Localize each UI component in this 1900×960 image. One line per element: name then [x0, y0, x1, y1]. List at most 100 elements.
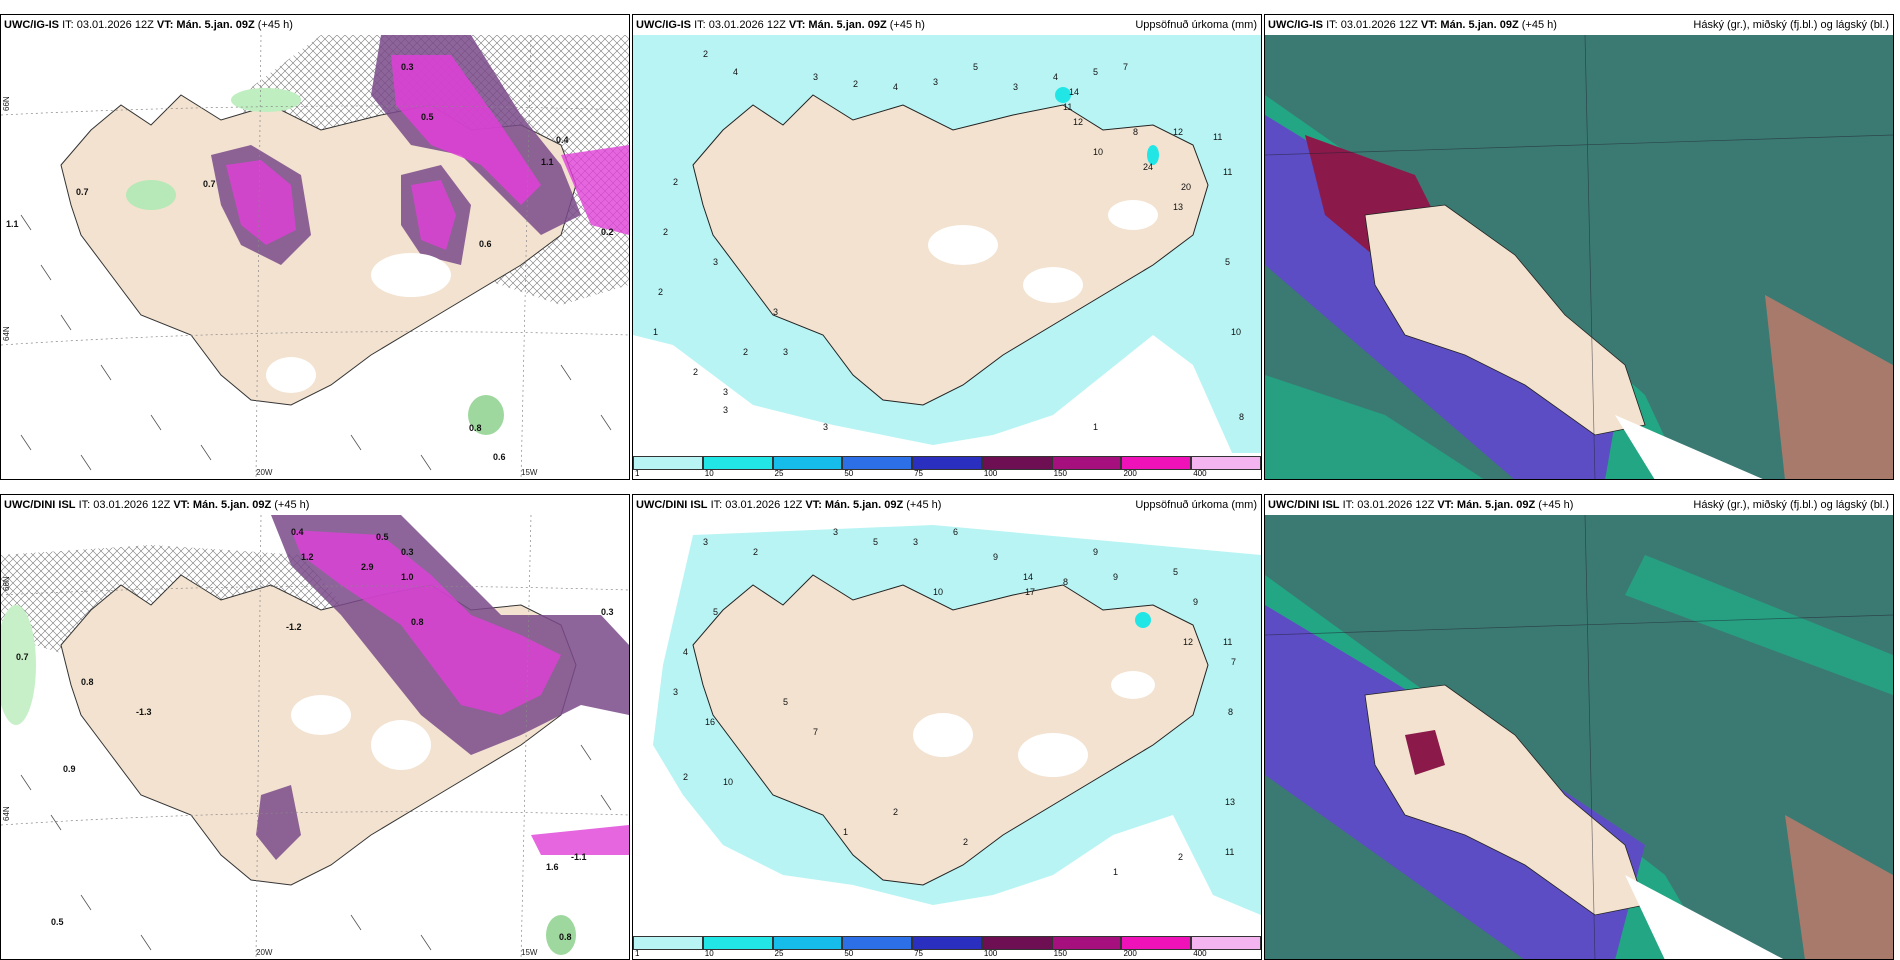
svg-text:12: 12	[1073, 117, 1083, 127]
model-label: UWC/DINI ISL	[4, 499, 76, 511]
svg-text:3: 3	[833, 527, 838, 537]
svg-text:4: 4	[1053, 72, 1058, 82]
svg-text:1.6: 1.6	[546, 862, 559, 872]
panel-title: Uppsöfnuð úrkoma (mm)	[1135, 499, 1257, 511]
svg-text:3: 3	[723, 387, 728, 397]
colorbar-swatch	[633, 936, 703, 950]
svg-text:3: 3	[673, 687, 678, 697]
svg-text:7: 7	[1123, 62, 1128, 72]
panel-title: Uppsöfnuð úrkoma (mm)	[1135, 19, 1257, 31]
lead-label: (+45 h)	[889, 19, 925, 31]
svg-text:8: 8	[1239, 412, 1244, 422]
precip-svg: 2 4 3 2 4 3 5 3 4 5 7 11 14 12 10 8 12 1…	[633, 35, 1261, 455]
colorbar: 1 10 25 50 75 100 150 200 400	[633, 453, 1261, 479]
svg-text:1.1: 1.1	[541, 157, 554, 167]
colorbar-tick: 1	[635, 469, 640, 478]
colorbar-tick: 50	[844, 469, 854, 478]
colorbar-tick: 200	[1123, 949, 1137, 958]
svg-text:3: 3	[713, 257, 718, 267]
cloud-svg	[1265, 35, 1893, 479]
colorbar-tick: 100	[983, 469, 998, 478]
svg-text:1: 1	[1093, 422, 1098, 432]
svg-text:1: 1	[653, 327, 658, 337]
it-label: IT: 03.01.2026 12Z	[78, 499, 171, 511]
colorbar-tick: 400	[1193, 469, 1207, 478]
svg-text:10: 10	[1231, 327, 1241, 337]
svg-text:4: 4	[893, 82, 898, 92]
svg-text:2: 2	[853, 79, 858, 89]
cloud-map[interactable]	[1265, 35, 1893, 479]
svg-text:64N: 64N	[2, 806, 11, 821]
svg-text:5: 5	[783, 697, 788, 707]
svg-text:2: 2	[743, 347, 748, 357]
cloud-map[interactable]	[1265, 515, 1893, 959]
colorbar-swatch	[1051, 456, 1122, 470]
lon-15-label: 15W	[521, 468, 538, 477]
svg-text:15W: 15W	[521, 948, 538, 957]
colorbar-swatch	[1191, 936, 1261, 950]
colorbar-tick: 10	[704, 469, 714, 478]
svg-text:13: 13	[1225, 797, 1235, 807]
colorbar-tick: 100	[983, 949, 998, 958]
iceland-landmass	[1364, 204, 1646, 436]
svg-text:1.2: 1.2	[301, 552, 314, 562]
colorbar-swatch	[842, 456, 913, 470]
it-label: IT: 03.01.2026 12Z	[710, 499, 803, 511]
colorbar: 1 10 25 50 75 100 150 200 400	[633, 933, 1261, 959]
svg-text:3: 3	[813, 72, 818, 82]
colorbar-swatch	[842, 936, 913, 950]
colorbar-tick: 150	[1053, 949, 1068, 958]
precip-map[interactable]: 3 2 3 5 3 6 9 14 17 10 8 9 9 5 9 11 12 7…	[633, 515, 1261, 935]
svg-text:11: 11	[1213, 132, 1222, 142]
svg-text:1: 1	[1113, 867, 1118, 877]
colorbar-tick: 200	[1123, 469, 1137, 478]
vt-label: VT: Mán. 5.jan. 09Z	[1437, 499, 1536, 511]
wind-snow-map[interactable]: 20W 15W 66N 64N 0.4 1.2 2.9 0.3 0.5 1.0 …	[1, 515, 629, 959]
panel-header: UWC/DINI ISL IT: 03.01.2026 12Z VT: Mán.…	[633, 495, 1261, 515]
panel-header: UWC/DINI ISL IT: 03.01.2026 12Z VT: Mán.…	[1, 495, 629, 515]
precip-map[interactable]: 2 4 3 2 4 3 5 3 4 5 7 11 14 12 10 8 12 1…	[633, 35, 1261, 455]
wind-snow-map[interactable]: 20W 15W 66N 64N 0.7 1.1 0.7 0.8 0.6 0.3 …	[1, 35, 629, 479]
panel-top-middle: UWC/IG-IS IT: 03.01.2026 12Z VT: Mán. 5.…	[632, 14, 1262, 480]
panel-bottom-left: UWC/DINI ISL IT: 03.01.2026 12Z VT: Mán.…	[0, 494, 630, 960]
colorbar-swatch	[981, 456, 1052, 470]
lead-label: (+45 h)	[906, 499, 942, 511]
svg-text:0.9: 0.9	[63, 764, 76, 774]
panel-top-right: UWC/IG-IS IT: 03.01.2026 12Z VT: Mán. 5.…	[1264, 14, 1894, 480]
colorbar-tick: 25	[774, 949, 784, 958]
svg-text:0.5: 0.5	[51, 917, 64, 927]
svg-text:0.7: 0.7	[203, 179, 216, 189]
wind-snow-svg: 20W 15W 66N 64N 0.4 1.2 2.9 0.3 0.5 1.0 …	[1, 515, 629, 959]
svg-text:-1.3: -1.3	[136, 707, 152, 717]
svg-text:13: 13	[1173, 202, 1183, 212]
model-label: UWC/DINI ISL	[636, 499, 708, 511]
precip-svg: 3 2 3 5 3 6 9 14 17 10 8 9 9 5 9 11 12 7…	[633, 515, 1261, 935]
colorbar-tick: 150	[1053, 469, 1068, 478]
svg-text:0.2: 0.2	[601, 227, 614, 237]
svg-text:12: 12	[1173, 127, 1183, 137]
svg-text:0.3: 0.3	[401, 547, 414, 557]
svg-text:20W: 20W	[256, 948, 273, 957]
svg-text:5: 5	[1225, 257, 1230, 267]
svg-text:2: 2	[753, 547, 758, 557]
colorbar-tick: 25	[774, 469, 784, 478]
svg-text:64N: 64N	[2, 326, 11, 341]
svg-text:0.4: 0.4	[556, 135, 569, 145]
svg-text:10: 10	[1093, 147, 1103, 157]
panel-header: UWC/IG-IS IT: 03.01.2026 12Z VT: Mán. 5.…	[1265, 15, 1893, 35]
svg-text:3: 3	[913, 537, 918, 547]
svg-text:9: 9	[1093, 547, 1098, 557]
model-label: UWC/IG-IS	[4, 19, 59, 31]
svg-text:4: 4	[683, 647, 688, 657]
model-label: UWC/IG-IS	[636, 19, 691, 31]
lead-label: (+45 h)	[1538, 499, 1574, 511]
svg-text:0.8: 0.8	[559, 932, 572, 942]
svg-text:3: 3	[783, 347, 788, 357]
wind-snow-svg: 20W 15W 66N 64N 0.7 1.1 0.7 0.8 0.6 0.3 …	[1, 35, 629, 479]
svg-text:3: 3	[933, 77, 938, 87]
svg-text:0.4: 0.4	[291, 527, 304, 537]
colorbar-tick: 75	[914, 469, 924, 478]
colorbar-swatch	[772, 936, 843, 950]
svg-text:16: 16	[705, 717, 715, 727]
svg-text:0.7: 0.7	[76, 187, 89, 197]
